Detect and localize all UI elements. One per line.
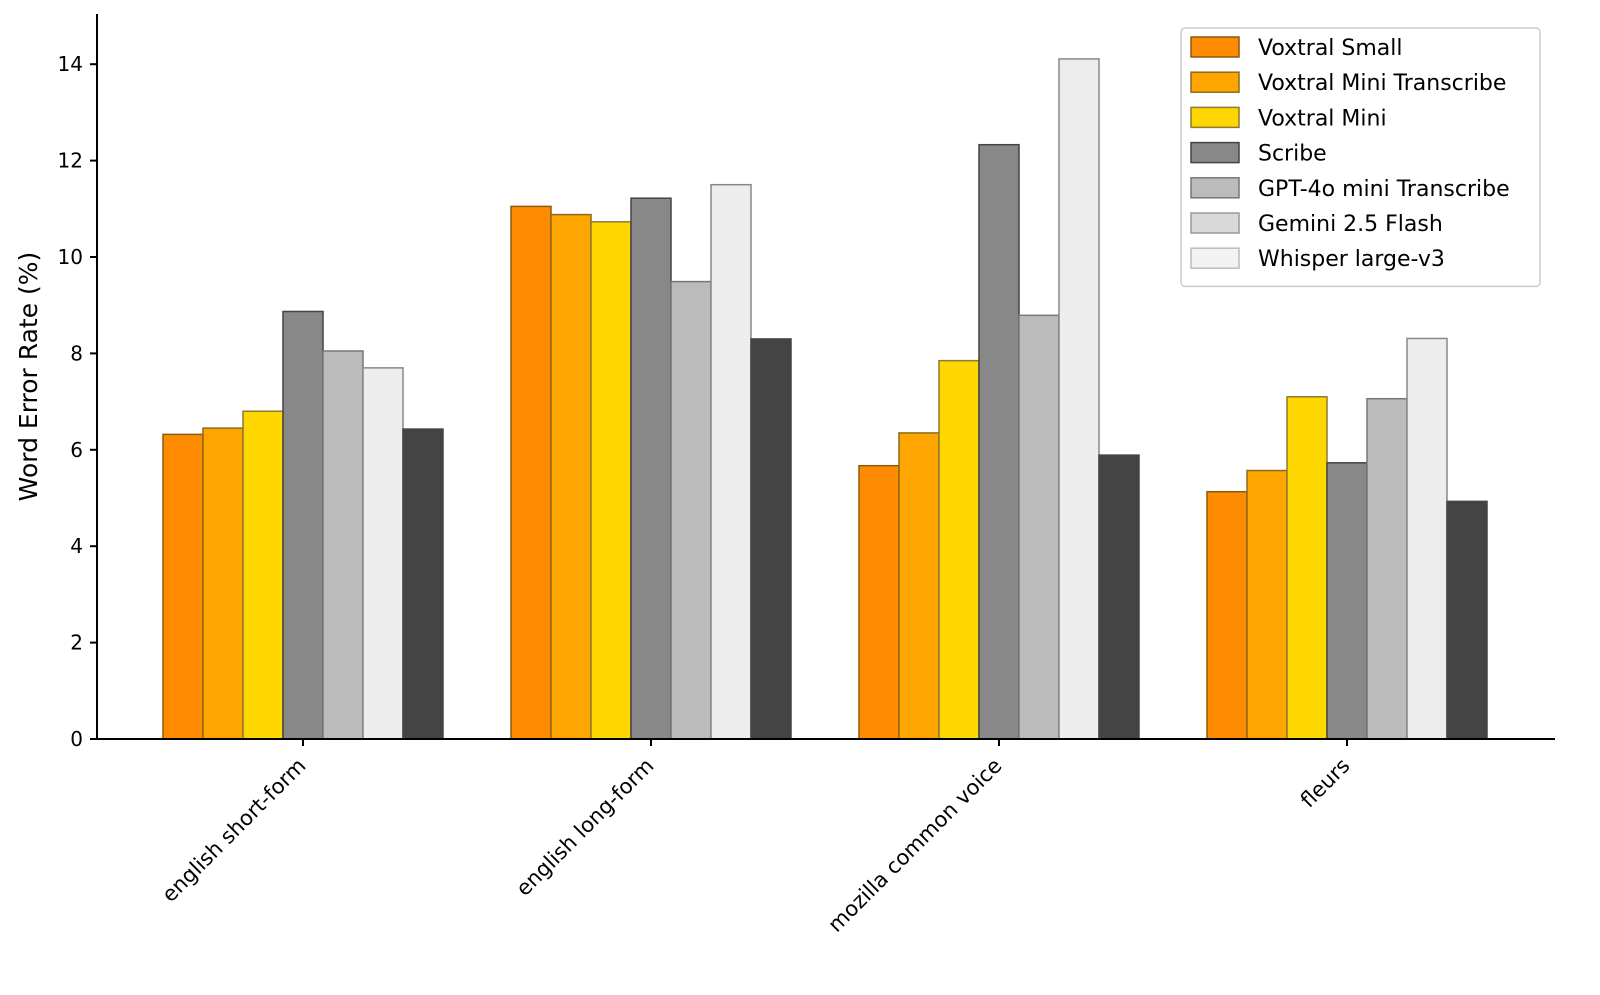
y-tick-label: 12	[58, 149, 83, 173]
bar-whisper-large-v3-mozilla-common-voice	[1098, 454, 1140, 740]
x-tick-label-mozilla-common-voice: mozilla common voice	[823, 754, 1006, 937]
bar-voxtral-mini-transcribe-mozilla-common-voice	[898, 432, 940, 740]
legend-swatch-whisper-large-v3	[1190, 247, 1240, 269]
y-tick-label: 14	[58, 52, 83, 76]
y-tick-label: 6	[70, 438, 83, 462]
y-tick-label: 8	[70, 341, 83, 365]
bar-whisper-large-v3-fleurs	[1446, 500, 1488, 740]
legend-label-gemini-2-5-flash: Gemini 2.5 Flash	[1258, 212, 1443, 237]
legend-label-gpt-4o-mini-transcribe: GPT-4o mini Transcribe	[1258, 177, 1510, 202]
bar-voxtral-small-english-short-form	[162, 433, 204, 740]
bar-scribe-fleurs	[1326, 462, 1368, 740]
bar-gpt-4o-mini-transcribe-fleurs	[1366, 397, 1408, 740]
y-tick-label: 0	[70, 727, 83, 751]
bar-gemini-2-5-flash-fleurs	[1406, 337, 1448, 740]
bar-voxtral-small-english-long-form	[510, 205, 552, 740]
bar-voxtral-mini-english-short-form	[242, 410, 284, 740]
legend-swatch-voxtral-small	[1190, 36, 1240, 58]
bar-voxtral-mini-mozilla-common-voice	[938, 359, 980, 740]
bar-scribe-english-short-form	[282, 310, 324, 740]
bar-gpt-4o-mini-transcribe-english-long-form	[670, 280, 712, 740]
bar-voxtral-mini-transcribe-english-long-form	[550, 213, 592, 740]
bar-gpt-4o-mini-transcribe-mozilla-common-voice	[1018, 314, 1060, 740]
y-tick-label: 4	[70, 534, 83, 558]
legend-swatch-scribe	[1190, 141, 1240, 164]
bar-gemini-2-5-flash-english-long-form	[710, 183, 752, 740]
legend-swatch-gpt-4o-mini-transcribe	[1190, 177, 1240, 199]
bar-scribe-mozilla-common-voice	[978, 143, 1020, 740]
legend-swatch-gemini-2-5-flash	[1190, 212, 1240, 234]
legend-label-voxtral-small: Voxtral Small	[1258, 36, 1403, 61]
bar-gpt-4o-mini-transcribe-english-short-form	[322, 350, 364, 740]
bar-voxtral-mini-transcribe-fleurs	[1246, 469, 1288, 740]
legend-label-scribe: Scribe	[1258, 142, 1327, 167]
bar-whisper-large-v3-english-long-form	[750, 338, 792, 740]
y-axis-label: Word Error Rate (%)	[14, 252, 43, 502]
legend-label-whisper-large-v3: Whisper large-v3	[1258, 247, 1445, 272]
x-tick-label-english-short-form: english short-form	[157, 754, 310, 907]
legend-swatch-voxtral-mini-transcribe	[1190, 71, 1240, 93]
bar-voxtral-mini-transcribe-english-short-form	[202, 427, 244, 740]
legend-label-voxtral-mini: Voxtral Mini	[1258, 106, 1387, 131]
x-tick-label-english-long-form: english long-form	[511, 754, 658, 901]
legend: Voxtral Small Voxtral Mini Transcribe Voxt…	[1180, 27, 1541, 288]
legend-label-voxtral-mini-transcribe: Voxtral Mini Transcribe	[1258, 71, 1506, 96]
x-tick-label-fleurs: fleurs	[1296, 754, 1355, 813]
bar-voxtral-mini-english-long-form	[590, 221, 632, 740]
bar-voxtral-small-fleurs	[1206, 490, 1248, 740]
bar-gemini-2-5-flash-english-short-form	[362, 367, 404, 740]
legend-swatch-voxtral-mini	[1190, 106, 1240, 129]
y-tick-label: 2	[70, 631, 83, 655]
bar-voxtral-mini-fleurs	[1286, 396, 1328, 740]
bar-whisper-large-v3-english-short-form	[402, 428, 444, 740]
bar-voxtral-small-mozilla-common-voice	[858, 464, 900, 740]
bar-gemini-2-5-flash-mozilla-common-voice	[1058, 58, 1100, 740]
legend-frame	[1180, 27, 1541, 288]
bars-layer	[162, 58, 1488, 740]
y-tick-label: 10	[58, 245, 83, 269]
bar-scribe-english-long-form	[630, 197, 672, 740]
